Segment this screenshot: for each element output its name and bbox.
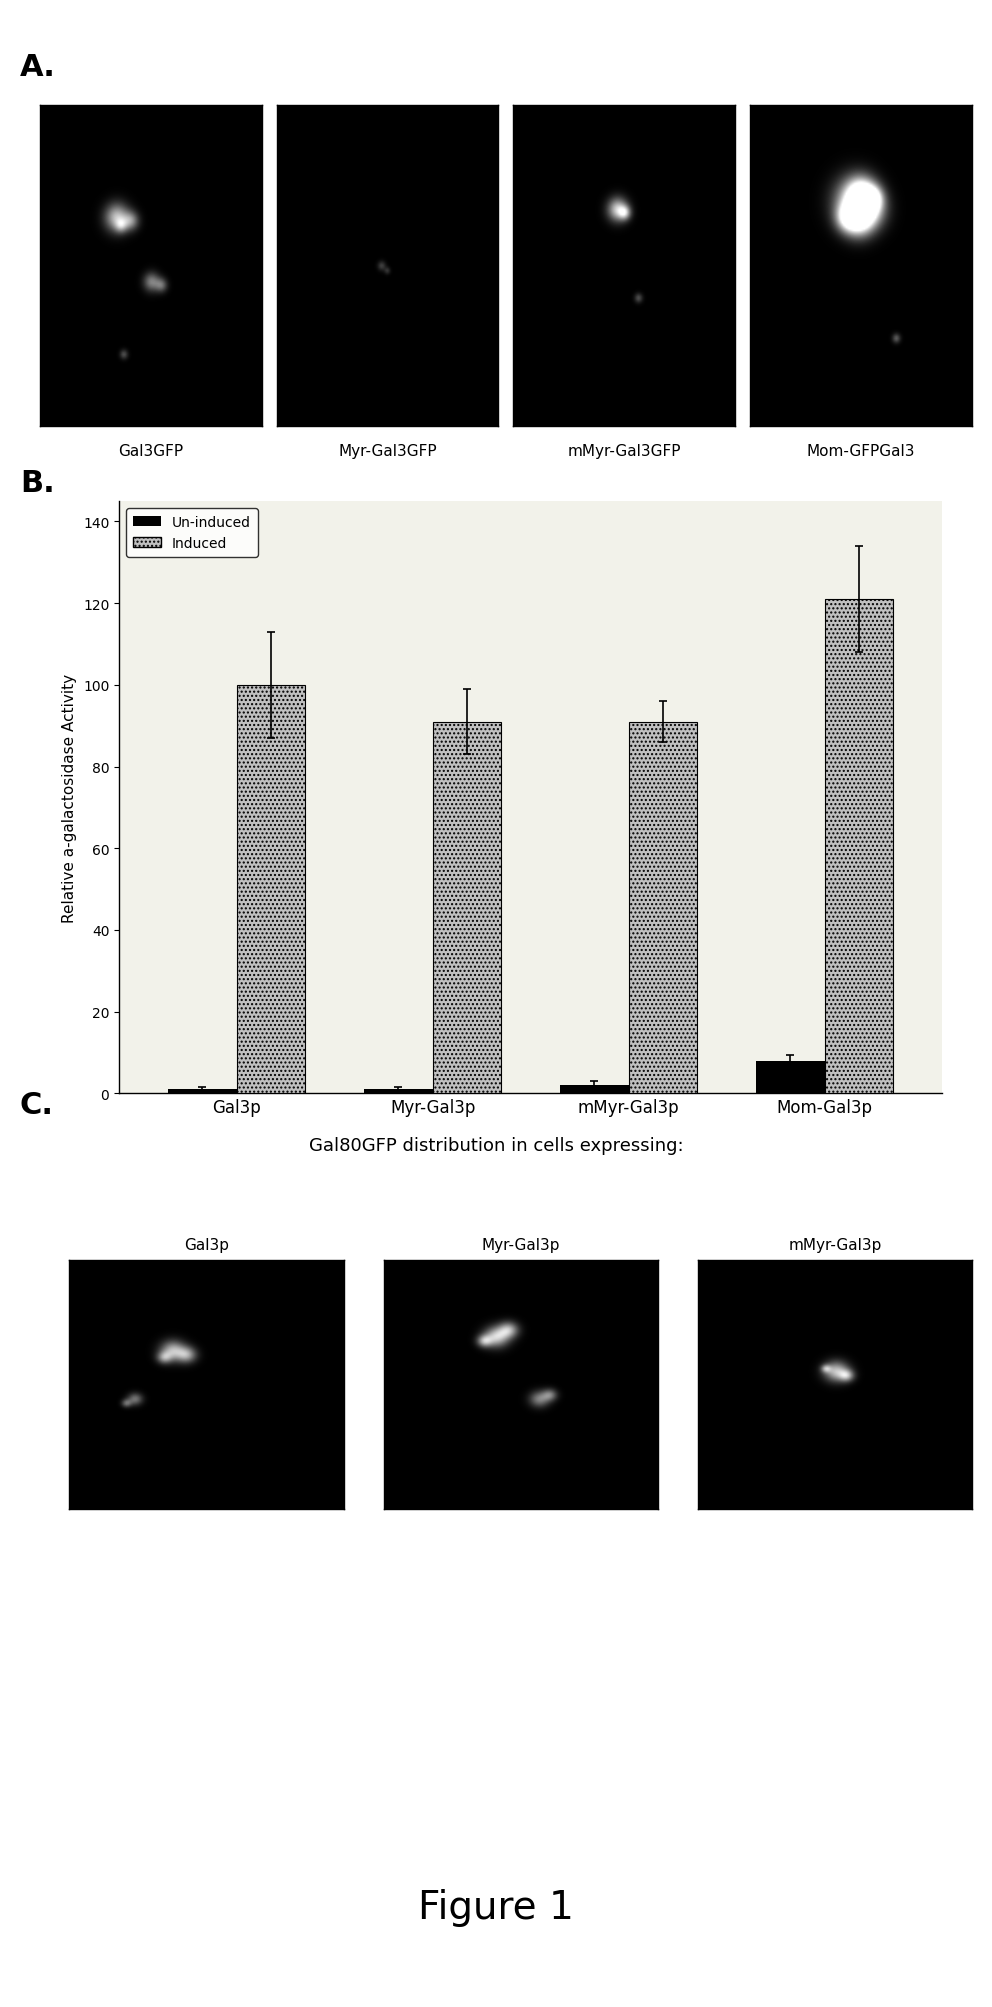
Text: mMyr-Gal3p: mMyr-Gal3p [789,1238,882,1252]
Bar [237,686,306,1094]
Text: Mom-GFPGal3: Mom-GFPGal3 [806,444,916,458]
Bar [756,1062,824,1094]
Text: B.: B. [20,470,55,498]
Bar [433,723,501,1094]
Text: Gal3p: Gal3p [185,1238,229,1252]
Bar [629,723,697,1094]
Legend: Un-induced, Induced: Un-induced, Induced [126,508,258,558]
Text: Myr-Gal3GFP: Myr-Gal3GFP [338,444,436,458]
Bar [560,1086,629,1094]
Text: C.: C. [20,1092,54,1120]
Text: A.: A. [20,52,56,82]
Text: Myr-Gal3p: Myr-Gal3p [481,1238,560,1252]
Bar [364,1090,433,1094]
Text: mMyr-Gal3GFP: mMyr-Gal3GFP [567,444,682,458]
Text: Figure 1: Figure 1 [418,1889,574,1925]
Text: Gal3GFP: Gal3GFP [118,444,184,458]
Text: Gal80GFP distribution in cells expressing:: Gal80GFP distribution in cells expressin… [309,1136,683,1154]
Bar [824,600,894,1094]
Bar [168,1090,237,1094]
Y-axis label: Relative a-galactosidase Activity: Relative a-galactosidase Activity [62,672,77,923]
